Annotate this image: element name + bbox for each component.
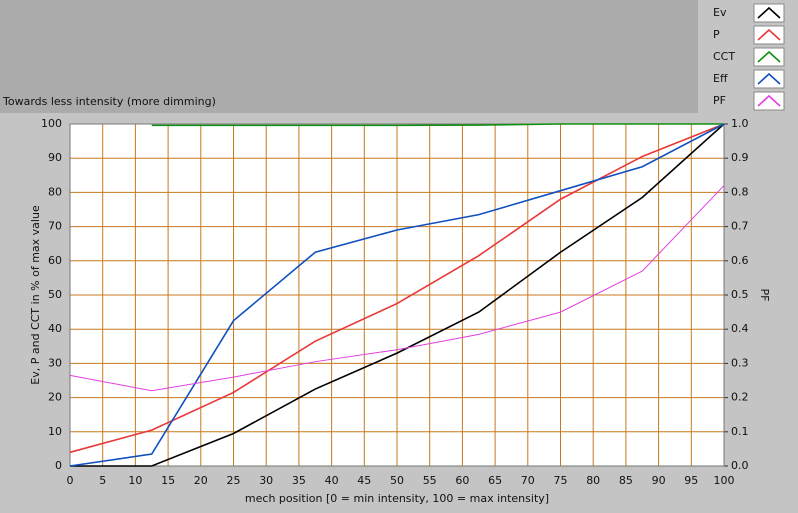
y2-tick-label: 0.3 (731, 356, 749, 369)
legend-swatch (753, 69, 785, 89)
legend-line (757, 50, 781, 63)
y2-tick-label: 0.1 (731, 425, 749, 438)
series-line (151, 123, 724, 127)
x-tick-label: 65 (488, 474, 502, 487)
y2-tick-label: 0.2 (731, 391, 749, 404)
y2-axis-label: PF (758, 289, 771, 302)
legend-line (757, 28, 781, 41)
legend-label: Ev (713, 6, 727, 19)
x-tick-label: 25 (227, 474, 241, 487)
legend-swatch (753, 3, 785, 23)
x-tick-label: 0 (67, 474, 74, 487)
legend-line (757, 6, 781, 19)
y-tick-label: 70 (48, 220, 62, 233)
y-tick-label: 30 (48, 356, 62, 369)
x-tick-label: 95 (684, 474, 698, 487)
y2-tick-label: 0.7 (731, 220, 749, 233)
legend-swatch (753, 25, 785, 45)
legend-label: P (713, 28, 720, 41)
y-tick-label: 100 (41, 117, 62, 130)
legend-line (757, 94, 781, 107)
y2-tick-label: 0.8 (731, 185, 749, 198)
y-tick-label: 50 (48, 288, 62, 301)
x-tick-label: 70 (521, 474, 535, 487)
y-tick-label: 10 (48, 425, 62, 438)
legend-swatch (753, 47, 785, 67)
x-tick-label: 15 (161, 474, 175, 487)
y2-tick-label: 0.5 (731, 288, 749, 301)
y-tick-label: 90 (48, 151, 62, 164)
legend-label: Eff (713, 72, 728, 85)
x-tick-label: 40 (325, 474, 339, 487)
y2-tick-label: 0.0 (731, 459, 749, 472)
x-tick-label: 100 (714, 474, 735, 487)
y-tick-label: 20 (48, 391, 62, 404)
legend-label: PF (713, 94, 726, 107)
y2-tick-label: 0.6 (731, 254, 749, 267)
legend-label: CCT (713, 50, 735, 63)
x-tick-label: 80 (586, 474, 600, 487)
x-tick-label: 35 (292, 474, 306, 487)
x-tick-label: 60 (455, 474, 469, 487)
x-tick-label: 5 (99, 474, 106, 487)
series-line (69, 123, 725, 454)
y-axis-label: Ev, P and CCT in % of max value (29, 205, 42, 385)
x-tick-label: 30 (259, 474, 273, 487)
x-tick-label: 75 (554, 474, 568, 487)
x-tick-label: 45 (357, 474, 371, 487)
y2-tick-label: 0.4 (731, 322, 749, 335)
x-tick-label: 50 (390, 474, 404, 487)
y-tick-label: 60 (48, 254, 62, 267)
chart-title: Towards less intensity (more dimming) (2, 95, 216, 108)
legend-line (757, 72, 781, 85)
x-tick-label: 10 (128, 474, 142, 487)
y2-tick-label: 0.9 (731, 151, 749, 164)
y-tick-label: 0 (55, 459, 62, 472)
y-tick-label: 40 (48, 322, 62, 335)
series-line (69, 185, 725, 392)
series-line (69, 123, 725, 467)
x-tick-label: 55 (423, 474, 437, 487)
x-tick-label: 85 (619, 474, 633, 487)
legend-swatch (753, 91, 785, 111)
x-axis-label: mech position [0 = min intensity, 100 = … (245, 492, 549, 505)
y2-tick-label: 1.0 (731, 117, 749, 130)
plot-border (69, 123, 725, 467)
x-tick-label: 90 (652, 474, 666, 487)
x-tick-label: 20 (194, 474, 208, 487)
series-line (70, 123, 725, 467)
y-tick-label: 80 (48, 185, 62, 198)
